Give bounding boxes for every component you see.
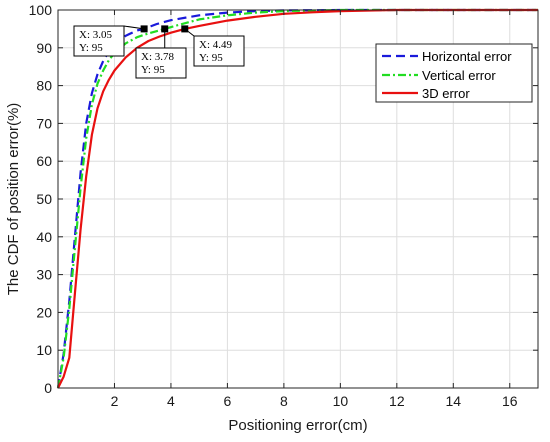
data-tip-box xyxy=(193,35,245,67)
legend-label-3d-error: 3D error xyxy=(422,86,470,101)
y-tick-label: 50 xyxy=(36,191,52,207)
axis-ticks: 2 4 6 8 10 12 14 16 0 10 20 30 40 50 60 70 80 90 100 xyxy=(29,2,538,409)
y-axis-label: The CDF of position error(%) xyxy=(5,103,22,296)
y-tick-label: 80 xyxy=(36,78,52,94)
data-tip-x-text: X: 3.78 xyxy=(141,51,175,63)
y-tick-label: 40 xyxy=(36,229,52,245)
y-tick-label: 100 xyxy=(29,2,53,18)
x-tick-label: 14 xyxy=(446,393,462,409)
data-tip-marker xyxy=(161,25,169,33)
data-tip-marker xyxy=(181,25,189,33)
series-line-vertical-error xyxy=(56,8,538,389)
y-tick-label: 60 xyxy=(36,153,52,169)
y-tick-label: 20 xyxy=(36,304,52,320)
y-tick-label: 90 xyxy=(36,40,52,56)
y-tick-label: 10 xyxy=(36,342,52,358)
x-tick-label: 2 xyxy=(111,393,119,409)
x-tick-label: 6 xyxy=(224,393,232,409)
x-tick-label: 10 xyxy=(333,393,349,409)
legend-box xyxy=(375,43,533,103)
data-tip-x-text: X: 4.49 xyxy=(199,39,233,51)
x-tick-label: 12 xyxy=(389,393,405,409)
y-tick-label: 30 xyxy=(36,267,52,283)
legend-label-horizontal-error: Horizontal error xyxy=(422,49,512,64)
data-tip-y-text: Y: 95 xyxy=(141,64,165,76)
y-tick-label: 0 xyxy=(44,380,52,396)
data-tip-box xyxy=(73,25,125,57)
data-tip-y-text: Y: 95 xyxy=(199,52,223,64)
legend-label-vertical-error: Vertical error xyxy=(422,68,496,83)
y-tick-label: 70 xyxy=(36,115,52,131)
x-tick-label: 8 xyxy=(280,393,288,409)
x-axis-label: Positioning error(cm) xyxy=(228,417,367,434)
legend: Horizontal error Vertical error 3D error xyxy=(375,43,533,103)
data-tip-x-text: X: 3.05 xyxy=(79,29,113,41)
data-tips: X: 3.05Y: 95X: 3.78Y: 95X: 4.49Y: 95 xyxy=(73,25,245,79)
x-tick-label: 16 xyxy=(502,393,518,409)
data-tip-y-text: Y: 95 xyxy=(79,42,103,54)
data-tip-marker xyxy=(140,25,148,33)
x-tick-label: 4 xyxy=(167,393,175,409)
data-tip-box xyxy=(135,47,187,79)
